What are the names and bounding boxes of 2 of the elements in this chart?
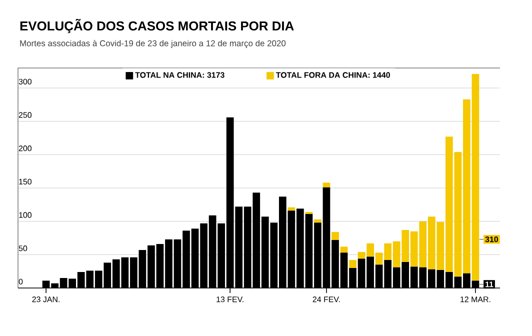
chart-title: EVOLUÇÃO DOS CASOS MORTAIS POR DIA (20, 18, 294, 34)
chart-subtitle: Mortes associadas à Covid-19 de 23 de janeiro a 12 de março de 2020 (20, 40, 286, 48)
